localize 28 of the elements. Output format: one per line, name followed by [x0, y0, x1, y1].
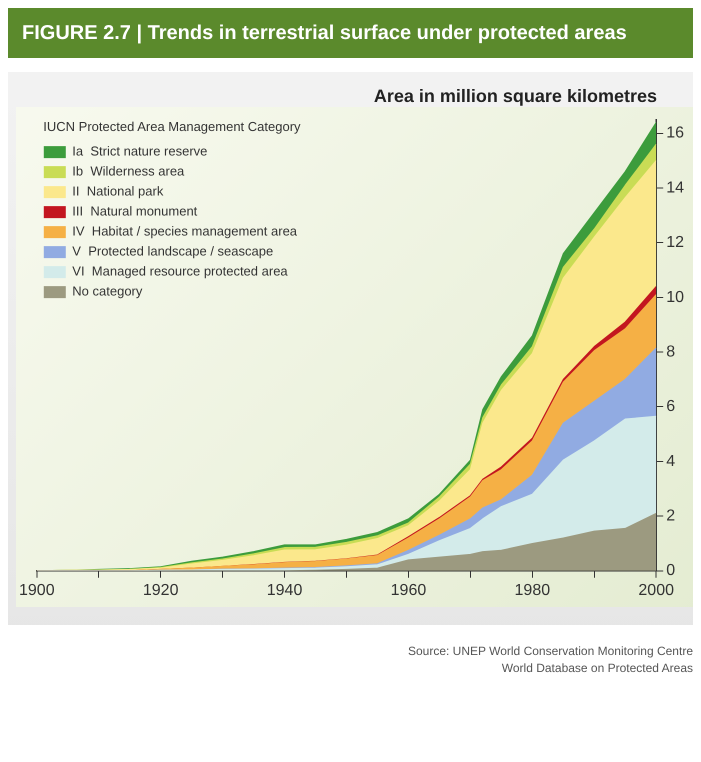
legend-label: Ib Wilderness area — [72, 164, 186, 179]
y-tick-label: 16 — [666, 124, 684, 142]
legend-label: No category — [72, 284, 143, 299]
y-tick-label: 12 — [666, 234, 684, 252]
x-tick-label: 1960 — [390, 582, 426, 599]
legend-label: VI Managed resource protected area — [72, 264, 288, 279]
y-tick-label: 10 — [666, 288, 684, 306]
text: World Database on Protected Areas — [500, 660, 693, 677]
legend-title: IUCN Protected Area Management Category — [43, 119, 302, 134]
y-tick-label: 0 — [666, 562, 676, 580]
y-tick-label: 2 — [666, 508, 676, 525]
y-axis-title: Area in million square kilometres — [372, 86, 658, 107]
legend-label: II National park — [72, 184, 164, 199]
y-tick-label: 14 — [666, 179, 684, 196]
y-tick-label: 4 — [666, 452, 676, 470]
y-tick-label: 8 — [666, 343, 676, 360]
x-tick-label: 1940 — [266, 582, 302, 599]
chart-title: FIGURE 2.7 | Trends in terrestrial surface under protected areas — [8, 8, 693, 58]
x-tick-label: 2000 — [638, 582, 674, 599]
legend-label: III Natural monument — [72, 204, 198, 219]
x-tick-label: 1920 — [142, 582, 179, 599]
legend-label: IV Habitat / species management area — [72, 224, 298, 239]
legend-label: Ia Strict nature reserve — [72, 144, 208, 159]
source-note: Source: UNEP World Conservation Monitoring Centre — [406, 643, 693, 660]
y-tick-label: 6 — [666, 398, 676, 416]
x-tick-label: 1980 — [514, 582, 550, 599]
x-tick-label: 1900 — [19, 582, 55, 599]
legend-label: V Protected landscape / seascape — [72, 244, 274, 259]
